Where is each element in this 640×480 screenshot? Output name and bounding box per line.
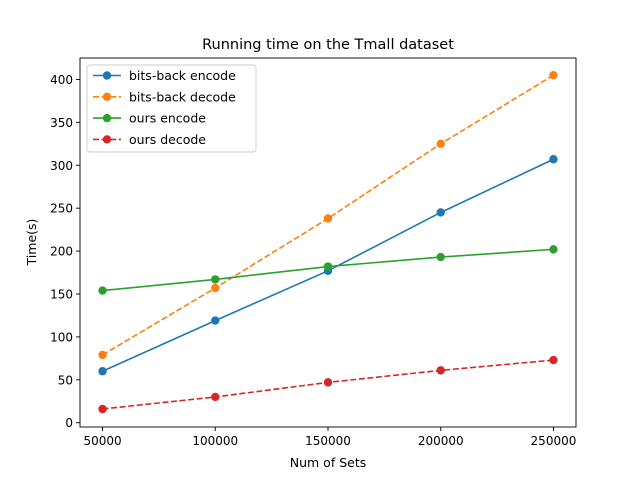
- y-tick-label: 200: [50, 245, 73, 259]
- data-point: [98, 404, 107, 414]
- chart-title: Running time on the Tmall dataset: [202, 37, 454, 53]
- x-tick-label: 150000: [305, 434, 351, 448]
- legend-label: bits-back decode: [129, 89, 236, 104]
- data-point: [549, 70, 558, 80]
- y-axis: 0 50 100 150 200 250 300 350 400: [50, 73, 80, 430]
- plot-area: [98, 70, 558, 414]
- y-tick-label: 0: [65, 416, 73, 430]
- data-point: [211, 392, 220, 402]
- data-point: [549, 155, 558, 164]
- x-tick-label: 100000: [192, 434, 238, 448]
- y-axis-label: Time(s): [24, 219, 39, 267]
- data-point: [211, 283, 220, 293]
- legend-marker: [102, 135, 112, 144]
- x-tick-label: 50000: [83, 434, 121, 448]
- data-point: [98, 367, 107, 376]
- y-tick-label: 50: [58, 373, 73, 387]
- data-point: [98, 286, 107, 295]
- data-point: [436, 139, 445, 149]
- data-point: [323, 262, 333, 271]
- y-tick-label: 400: [50, 73, 73, 87]
- legend-marker: [102, 92, 112, 102]
- legend-item: ours encode: [93, 111, 206, 126]
- legend-item: ours decode: [93, 132, 206, 147]
- y-tick-label: 350: [50, 116, 73, 130]
- legend-marker: [102, 113, 112, 123]
- legend-box: [86, 64, 257, 153]
- legend-label: ours encode: [129, 111, 206, 126]
- legend-item: bits-back encode: [93, 68, 236, 83]
- legend-label: bits-back encode: [129, 68, 236, 83]
- legend-label: ours decode: [129, 132, 206, 147]
- y-tick-label: 250: [50, 202, 73, 216]
- data-point: [323, 214, 333, 223]
- data-point: [436, 252, 445, 262]
- legend-item: bits-back decode: [93, 89, 236, 104]
- y-tick-label: 300: [50, 159, 73, 173]
- data-point: [323, 378, 333, 387]
- data-point: [211, 275, 220, 284]
- data-point: [436, 366, 445, 375]
- y-tick-label: 150: [50, 287, 73, 301]
- y-tick-label: 100: [50, 330, 73, 344]
- legend-marker: [102, 71, 112, 80]
- legend: bits-back encode bits-back decode ours enc…: [86, 64, 257, 153]
- x-tick-label: 250000: [531, 434, 577, 448]
- data-point: [436, 208, 445, 217]
- x-axis: 50000 100000 150000 200000 250000: [83, 427, 576, 448]
- x-axis-label: Num of Sets: [290, 455, 366, 470]
- data-point: [549, 245, 558, 254]
- data-point: [549, 355, 558, 365]
- x-tick-label: 200000: [418, 434, 464, 448]
- data-point: [98, 350, 107, 360]
- data-point: [211, 316, 220, 325]
